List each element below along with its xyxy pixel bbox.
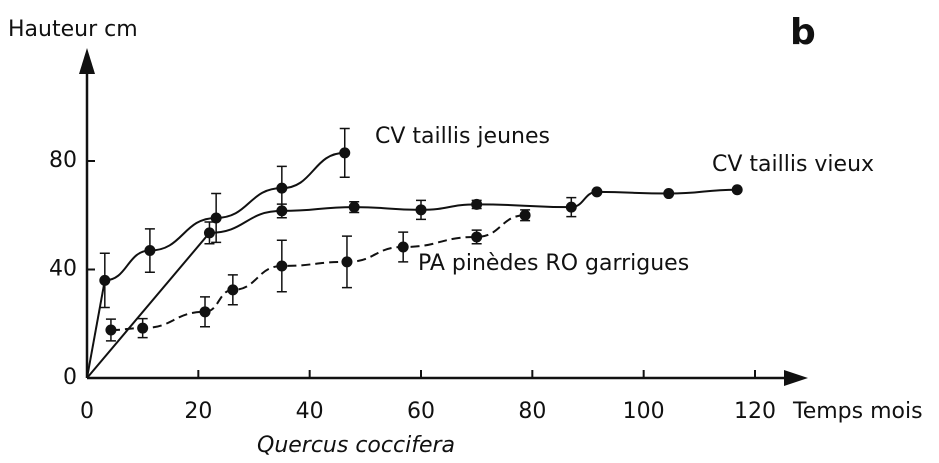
x-axis-label: Temps mois xyxy=(792,399,923,424)
data-point xyxy=(415,204,427,216)
data-point xyxy=(144,245,156,257)
data-point xyxy=(519,209,531,221)
data-point xyxy=(565,201,577,213)
series-label: CV taillis vieux xyxy=(712,152,874,177)
x-tick-label: 20 xyxy=(184,399,212,424)
data-point xyxy=(276,205,288,217)
panel-label: b xyxy=(790,12,816,53)
x-tick-label: 0 xyxy=(80,399,94,424)
data-point xyxy=(397,241,409,253)
x-tick-label: 80 xyxy=(518,399,546,424)
x-tick-label: 40 xyxy=(296,399,324,424)
y-tick-label: 80 xyxy=(49,148,77,173)
data-point xyxy=(348,201,360,213)
data-point xyxy=(471,198,483,210)
origin-link xyxy=(86,232,211,379)
data-point xyxy=(99,274,111,286)
x-tick-label: 120 xyxy=(734,399,776,424)
y-axis-label: Hauteur cm xyxy=(8,17,138,42)
data-point xyxy=(276,182,288,194)
data-point xyxy=(105,324,117,336)
data-point xyxy=(227,284,239,296)
data-point xyxy=(731,184,743,196)
series-line xyxy=(110,214,526,331)
data-point xyxy=(339,147,351,159)
data-point xyxy=(203,227,215,239)
data-point xyxy=(276,260,288,272)
series-label: PA pinèdes RO garrigues xyxy=(418,251,689,276)
data-point xyxy=(471,231,483,243)
series-label: CV taillis jeunes xyxy=(375,124,550,149)
data-point xyxy=(341,256,353,268)
data-point xyxy=(137,322,149,334)
x-tick-label: 100 xyxy=(623,399,665,424)
y-arrow xyxy=(79,48,95,74)
data-point xyxy=(210,212,222,224)
data-point xyxy=(199,306,211,318)
series-line xyxy=(104,151,345,282)
y-tick-label: 40 xyxy=(49,257,77,282)
series-line xyxy=(209,188,738,234)
data-point xyxy=(663,188,675,200)
origin-link xyxy=(86,280,106,379)
x-arrow xyxy=(784,370,808,386)
y-tick-label: 0 xyxy=(63,365,77,390)
data-point xyxy=(591,186,603,198)
subtitle: Quercus coccifera xyxy=(257,433,455,458)
x-tick-label: 60 xyxy=(407,399,435,424)
